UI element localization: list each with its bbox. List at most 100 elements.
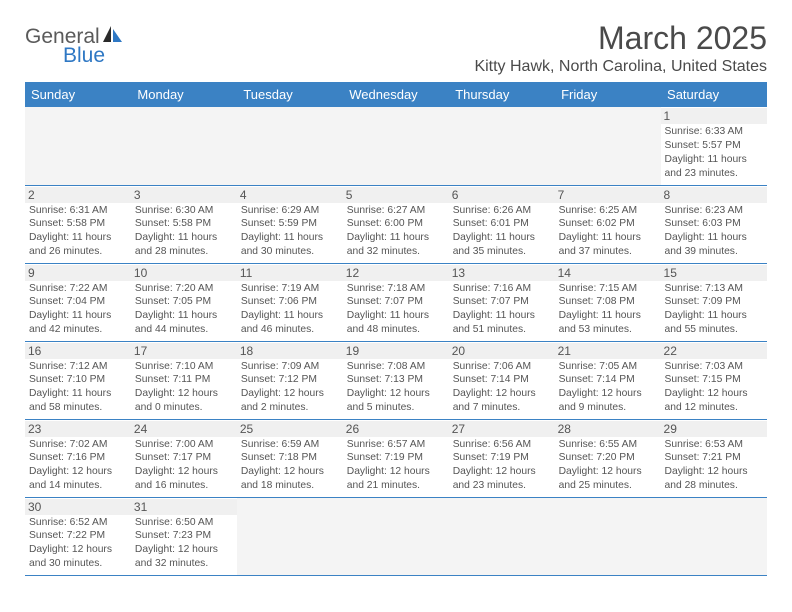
daylight-text-1: Daylight: 11 hours xyxy=(135,231,233,245)
day-number: 25 xyxy=(237,421,343,437)
day-info: Sunrise: 6:29 AMSunset: 5:59 PMDaylight:… xyxy=(241,204,339,260)
sunset-text: Sunset: 7:22 PM xyxy=(29,529,127,543)
sunrise-text: Sunrise: 6:55 AM xyxy=(559,438,657,452)
calendar-day: 14Sunrise: 7:15 AMSunset: 7:08 PMDayligh… xyxy=(555,263,661,341)
header: General Blue March 2025 Kitty Hawk, Nort… xyxy=(25,20,767,76)
day-number: 4 xyxy=(237,187,343,203)
sunrise-text: Sunrise: 7:13 AM xyxy=(665,282,763,296)
sunset-text: Sunset: 7:10 PM xyxy=(29,373,127,387)
daylight-text-1: Daylight: 11 hours xyxy=(665,309,763,323)
day-number: 11 xyxy=(237,265,343,281)
daylight-text-2: and 5 minutes. xyxy=(347,401,445,415)
daylight-text-1: Daylight: 12 hours xyxy=(241,465,339,479)
daylight-text-2: and 32 minutes. xyxy=(347,245,445,259)
day-info: Sunrise: 7:12 AMSunset: 7:10 PMDaylight:… xyxy=(29,360,127,416)
sunset-text: Sunset: 7:13 PM xyxy=(347,373,445,387)
sunrise-text: Sunrise: 6:23 AM xyxy=(665,204,763,218)
calendar-day: 30Sunrise: 6:52 AMSunset: 7:22 PMDayligh… xyxy=(25,497,131,575)
sunrise-text: Sunrise: 7:20 AM xyxy=(135,282,233,296)
sunset-text: Sunset: 7:19 PM xyxy=(347,451,445,465)
calendar-day: 8Sunrise: 6:23 AMSunset: 6:03 PMDaylight… xyxy=(661,185,767,263)
day-number: 22 xyxy=(661,343,767,359)
daylight-text-2: and 23 minutes. xyxy=(665,167,763,181)
sunrise-text: Sunrise: 6:29 AM xyxy=(241,204,339,218)
day-info: Sunrise: 7:00 AMSunset: 7:17 PMDaylight:… xyxy=(135,438,233,494)
day-number: 13 xyxy=(449,265,555,281)
calendar-empty xyxy=(555,497,661,575)
daylight-text-2: and 48 minutes. xyxy=(347,323,445,337)
day-info: Sunrise: 6:50 AMSunset: 7:23 PMDaylight:… xyxy=(135,516,233,572)
day-info: Sunrise: 6:27 AMSunset: 6:00 PMDaylight:… xyxy=(347,204,445,260)
day-number: 2 xyxy=(25,187,131,203)
day-number: 7 xyxy=(555,187,661,203)
day-number: 24 xyxy=(131,421,237,437)
calendar-day: 21Sunrise: 7:05 AMSunset: 7:14 PMDayligh… xyxy=(555,341,661,419)
calendar-table: SundayMondayTuesdayWednesdayThursdayFrid… xyxy=(25,82,767,576)
sunrise-text: Sunrise: 6:59 AM xyxy=(241,438,339,452)
day-info: Sunrise: 6:26 AMSunset: 6:01 PMDaylight:… xyxy=(453,204,551,260)
calendar-header-row: SundayMondayTuesdayWednesdayThursdayFrid… xyxy=(25,82,767,107)
calendar-empty xyxy=(25,107,131,185)
sunset-text: Sunset: 6:03 PM xyxy=(665,217,763,231)
sunset-text: Sunset: 7:04 PM xyxy=(29,295,127,309)
daylight-text-1: Daylight: 11 hours xyxy=(29,231,127,245)
daylight-text-1: Daylight: 12 hours xyxy=(135,387,233,401)
daylight-text-1: Daylight: 12 hours xyxy=(453,387,551,401)
calendar-empty xyxy=(237,497,343,575)
daylight-text-1: Daylight: 12 hours xyxy=(135,465,233,479)
sunrise-text: Sunrise: 6:26 AM xyxy=(453,204,551,218)
day-number: 18 xyxy=(237,343,343,359)
sunrise-text: Sunrise: 6:57 AM xyxy=(347,438,445,452)
daylight-text-2: and 23 minutes. xyxy=(453,479,551,493)
sunset-text: Sunset: 5:58 PM xyxy=(29,217,127,231)
calendar-empty xyxy=(555,107,661,185)
calendar-day: 23Sunrise: 7:02 AMSunset: 7:16 PMDayligh… xyxy=(25,419,131,497)
daylight-text-1: Daylight: 11 hours xyxy=(347,231,445,245)
calendar-day: 12Sunrise: 7:18 AMSunset: 7:07 PMDayligh… xyxy=(343,263,449,341)
daylight-text-2: and 30 minutes. xyxy=(241,245,339,259)
sunrise-text: Sunrise: 6:30 AM xyxy=(135,204,233,218)
daylight-text-2: and 0 minutes. xyxy=(135,401,233,415)
daylight-text-2: and 39 minutes. xyxy=(665,245,763,259)
sunset-text: Sunset: 7:12 PM xyxy=(241,373,339,387)
sunset-text: Sunset: 6:00 PM xyxy=(347,217,445,231)
sunset-text: Sunset: 5:57 PM xyxy=(665,139,763,153)
daylight-text-1: Daylight: 12 hours xyxy=(665,465,763,479)
daylight-text-1: Daylight: 11 hours xyxy=(241,309,339,323)
day-number: 28 xyxy=(555,421,661,437)
day-info: Sunrise: 7:13 AMSunset: 7:09 PMDaylight:… xyxy=(665,282,763,338)
daylight-text-2: and 35 minutes. xyxy=(453,245,551,259)
day-number: 8 xyxy=(661,187,767,203)
sunrise-text: Sunrise: 7:06 AM xyxy=(453,360,551,374)
calendar-empty xyxy=(343,107,449,185)
calendar-empty xyxy=(237,107,343,185)
calendar-week: 23Sunrise: 7:02 AMSunset: 7:16 PMDayligh… xyxy=(25,419,767,497)
logo-text: General Blue xyxy=(25,28,124,66)
sunrise-text: Sunrise: 7:08 AM xyxy=(347,360,445,374)
day-info: Sunrise: 6:23 AMSunset: 6:03 PMDaylight:… xyxy=(665,204,763,260)
logo-part2: Blue xyxy=(63,44,105,67)
daylight-text-2: and 18 minutes. xyxy=(241,479,339,493)
sunset-text: Sunset: 7:09 PM xyxy=(665,295,763,309)
daylight-text-2: and 44 minutes. xyxy=(135,323,233,337)
daylight-text-2: and 7 minutes. xyxy=(453,401,551,415)
day-info: Sunrise: 7:06 AMSunset: 7:14 PMDaylight:… xyxy=(453,360,551,416)
day-info: Sunrise: 6:33 AMSunset: 5:57 PMDaylight:… xyxy=(665,125,763,181)
sail-icon xyxy=(102,25,124,47)
day-info: Sunrise: 7:03 AMSunset: 7:15 PMDaylight:… xyxy=(665,360,763,416)
calendar-day: 25Sunrise: 6:59 AMSunset: 7:18 PMDayligh… xyxy=(237,419,343,497)
sunset-text: Sunset: 7:19 PM xyxy=(453,451,551,465)
daylight-text-2: and 53 minutes. xyxy=(559,323,657,337)
day-number: 27 xyxy=(449,421,555,437)
day-number: 17 xyxy=(131,343,237,359)
calendar-day: 19Sunrise: 7:08 AMSunset: 7:13 PMDayligh… xyxy=(343,341,449,419)
day-header: Wednesday xyxy=(343,82,449,107)
day-info: Sunrise: 6:31 AMSunset: 5:58 PMDaylight:… xyxy=(29,204,127,260)
sunrise-text: Sunrise: 7:19 AM xyxy=(241,282,339,296)
daylight-text-1: Daylight: 11 hours xyxy=(29,387,127,401)
daylight-text-2: and 51 minutes. xyxy=(453,323,551,337)
day-number: 23 xyxy=(25,421,131,437)
daylight-text-1: Daylight: 12 hours xyxy=(347,465,445,479)
day-info: Sunrise: 6:30 AMSunset: 5:58 PMDaylight:… xyxy=(135,204,233,260)
daylight-text-2: and 55 minutes. xyxy=(665,323,763,337)
